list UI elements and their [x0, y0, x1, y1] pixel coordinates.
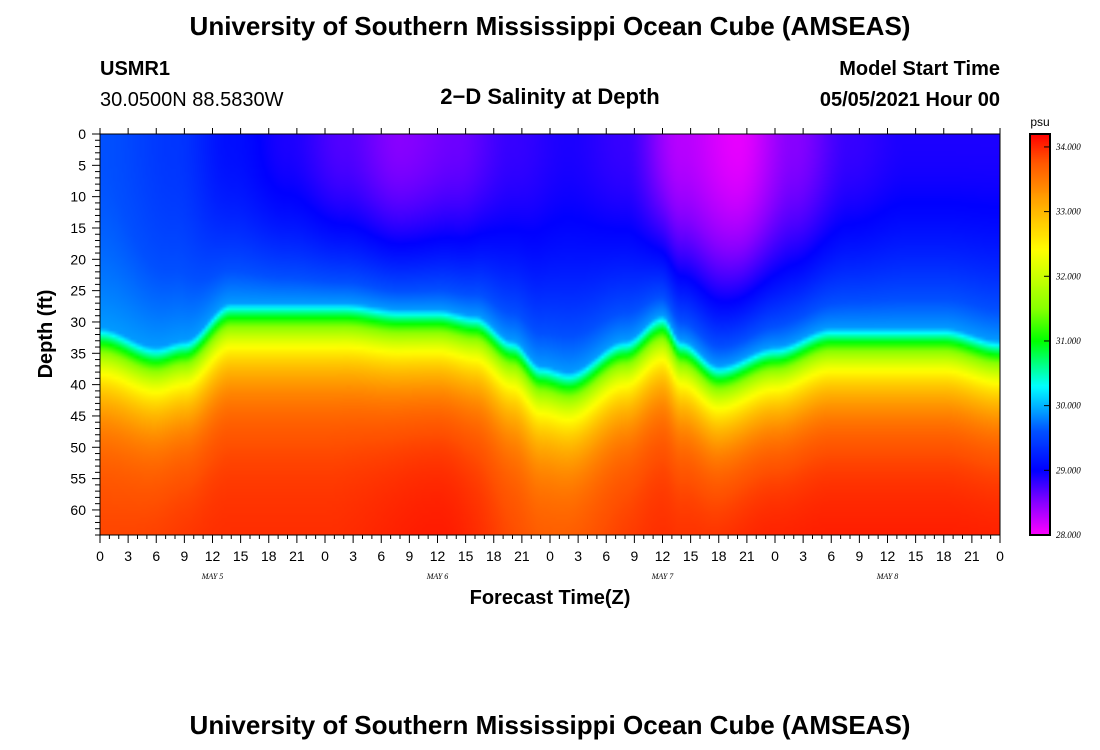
x-tick-label: 18	[486, 548, 502, 564]
x-tick-label: 0	[96, 548, 104, 564]
salinity-heatmap	[100, 134, 1000, 535]
y-axis-label: Depth (ft)	[35, 290, 57, 379]
station-location: 30.0500N 88.5830W	[100, 89, 284, 111]
x-tick-label: 15	[683, 548, 699, 564]
colorbar-tick-label: 33.000	[1055, 207, 1081, 217]
colorbar-frame	[1029, 133, 1051, 536]
y-tick-label: 10	[70, 189, 86, 205]
x-tick-label: 0	[546, 548, 554, 564]
y-tick-label: 25	[70, 283, 86, 299]
x-tick-label: 21	[289, 548, 305, 564]
footer-title: University of Southern Mississippi Ocean…	[190, 710, 911, 740]
x-axis: 0 3 6 9 12 15 18 21 0 3 6 9 12 15 18 21 0 3 6 9 12 15 18 21 0 3 6 9…	[96, 128, 1004, 564]
chart-subtitle: 2−D Salinity at Depth	[440, 84, 659, 109]
x-tick-label: 21	[739, 548, 755, 564]
x-tick-label: 15	[458, 548, 474, 564]
x-tick-label: 0	[321, 548, 329, 564]
x-tick-label: 15	[908, 548, 924, 564]
x-tick-label: 21	[514, 548, 530, 564]
model-start-label: Model Start Time	[839, 58, 1000, 80]
y-tick-label: 15	[70, 220, 86, 236]
x-tick-label: 6	[377, 548, 385, 564]
day-label: MAY 5	[201, 572, 224, 581]
x-tick-label: 3	[124, 548, 132, 564]
colorbar-tick-label: 28.000	[1056, 530, 1081, 540]
y-tick-label: 55	[70, 471, 86, 487]
x-tick-label: 0	[996, 548, 1004, 564]
y-axis: 0 5 10 15 20 25 30 35 40 45 50 55 60	[70, 126, 100, 536]
x-tick-label: 6	[152, 548, 160, 564]
x-tick-label: 12	[430, 548, 446, 564]
x-tick-label: 6	[602, 548, 610, 564]
day-labels: MAY 5 MAY 6 MAY 7 MAY 8	[201, 572, 899, 581]
x-tick-label: 6	[827, 548, 835, 564]
x-tick-label: 9	[630, 548, 638, 564]
day-label: MAY 6	[426, 572, 449, 581]
x-tick-label: 18	[936, 548, 952, 564]
x-tick-label: 9	[855, 548, 863, 564]
x-tick-label: 21	[964, 548, 980, 564]
model-start-value: 05/05/2021 Hour 00	[820, 89, 1000, 111]
x-tick-label: 9	[405, 548, 413, 564]
y-tick-label: 45	[70, 408, 86, 424]
y-tick-label: 35	[70, 345, 86, 361]
x-tick-label: 18	[711, 548, 727, 564]
x-axis-label: Forecast Time(Z)	[470, 587, 631, 609]
x-tick-label: 15	[233, 548, 249, 564]
colorbar-tick-label: 29.000	[1056, 465, 1081, 475]
station-id: USMR1	[100, 58, 170, 80]
y-tick-label: 0	[78, 126, 86, 142]
day-label: MAY 7	[651, 572, 675, 581]
y-tick-label: 5	[78, 157, 86, 173]
x-tick-label: 3	[349, 548, 357, 564]
y-tick-label: 60	[70, 502, 86, 518]
x-tick-label: 12	[205, 548, 221, 564]
x-tick-label: 12	[655, 548, 671, 564]
x-tick-label: 3	[574, 548, 582, 564]
x-tick-label: 18	[261, 548, 277, 564]
x-tick-label: 0	[771, 548, 779, 564]
day-label: MAY 8	[876, 572, 899, 581]
x-tick-label: 12	[880, 548, 896, 564]
colorbar-gradient	[1030, 134, 1050, 535]
colorbar-unit: psu	[1030, 115, 1049, 129]
y-tick-label: 20	[70, 251, 86, 267]
colorbar-tick-label: 31.000	[1055, 336, 1081, 346]
chart-title: University of Southern Mississippi Ocean…	[190, 11, 911, 41]
x-tick-label: 9	[180, 548, 188, 564]
colorbar-tick-label: 32.000	[1055, 271, 1081, 281]
y-tick-label: 50	[70, 439, 86, 455]
x-tick-label: 3	[799, 548, 807, 564]
colorbar-tick-label: 30.000	[1055, 401, 1081, 411]
y-tick-label: 30	[70, 314, 86, 330]
colorbar-ticks: 34.000 33.000 32.000 31.000 30.000 29.000 28.0…	[1044, 142, 1081, 540]
colorbar-tick-label: 34.000	[1055, 142, 1081, 152]
y-tick-label: 40	[70, 377, 86, 393]
